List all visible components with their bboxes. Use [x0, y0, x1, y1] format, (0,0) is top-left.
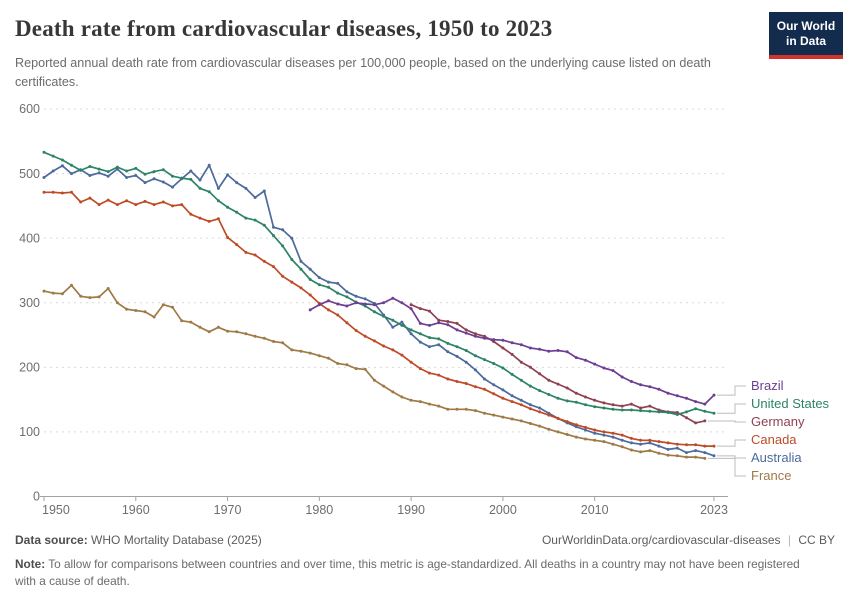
x-tick-label-2010: 2010	[581, 503, 609, 517]
owid-logo[interactable]: Our World in Data	[769, 12, 843, 59]
owid-url-link[interactable]: OurWorldinData.org/cardiovascular-diseas…	[541, 533, 781, 547]
note-text: To allow for comparisons between countri…	[15, 557, 800, 589]
x-tick-label-1960: 1960	[122, 503, 150, 517]
y-tick-label-600: 600	[19, 102, 40, 116]
footer-source-row: Data source: WHO Mortality Database (202…	[15, 533, 835, 547]
series-line-germany[interactable]	[410, 303, 705, 424]
chart-subtitle: Reported annual death rate from cardiova…	[15, 56, 711, 89]
data-source-label: Data source:	[15, 533, 88, 547]
x-tick-label-1950: 1950	[42, 503, 70, 517]
legend-leader-united-states	[717, 403, 746, 414]
legend-leader-france	[707, 457, 746, 477]
y-tick-label-400: 400	[19, 231, 40, 245]
legend-leader-canada	[717, 439, 746, 447]
footer-separator: |	[787, 533, 791, 547]
y-tick-label-100: 100	[19, 425, 40, 439]
x-tick-label-1990: 1990	[397, 503, 425, 517]
y-tick-label-0: 0	[33, 490, 40, 504]
legend-leader-australia	[717, 455, 746, 459]
y-tick-label-300: 300	[19, 296, 40, 310]
series-line-brazil[interactable]	[309, 297, 715, 405]
legend-leader-germany	[707, 420, 746, 423]
legend-label-brazil[interactable]: Brazil	[751, 378, 784, 393]
legend-label-united-states[interactable]: United States	[751, 396, 830, 411]
owid-logo-line1: Our World	[776, 19, 836, 33]
footer-link-row: OurWorldinData.org/cardiovascular-diseas…	[538, 533, 835, 547]
legend-label-australia[interactable]: Australia	[751, 450, 802, 465]
series-line-united-states[interactable]	[43, 151, 715, 416]
x-tick-label-1970: 1970	[214, 503, 242, 517]
x-tick-label-1980: 1980	[305, 503, 333, 517]
footer-note: Note: To allow for comparisons between c…	[15, 556, 822, 590]
series-line-canada[interactable]	[44, 191, 714, 447]
legend-label-canada[interactable]: Canada	[751, 432, 797, 447]
owid-logo-line2: in Data	[785, 34, 826, 48]
y-tick-label-200: 200	[19, 361, 40, 375]
legend-label-france[interactable]: France	[751, 468, 792, 483]
legend-leader-brazil	[717, 385, 746, 396]
data-source: Data source: WHO Mortality Database (202…	[15, 533, 262, 547]
note-label: Note:	[15, 557, 46, 571]
x-tick-label-2023: 2023	[700, 503, 728, 517]
data-source-value: WHO Mortality Database (2025)	[91, 533, 262, 547]
page-title: Death rate from cardiovascular diseases,…	[15, 16, 553, 41]
legend-label-germany[interactable]: Germany	[751, 414, 805, 429]
x-tick-label-2000: 2000	[489, 503, 517, 517]
series-line-australia[interactable]	[43, 164, 715, 457]
y-tick-label-500: 500	[19, 167, 40, 181]
license-link[interactable]: CC BY	[798, 533, 835, 547]
